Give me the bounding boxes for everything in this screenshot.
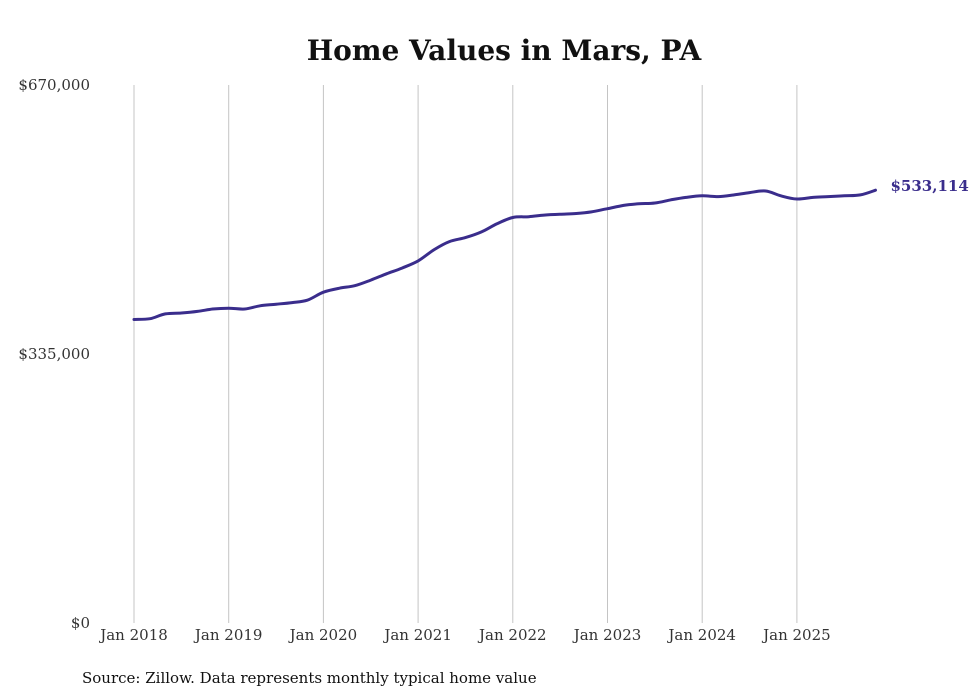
x-axis: Jan 2018 Jan 2019 Jan 2020 Jan 2021 Jan 2022…	[98, 626, 830, 644]
x-tick-label: Jan 2021	[382, 626, 452, 644]
y-axis: $0 $335,000 $670,000	[18, 76, 90, 632]
x-tick-label: Jan 2019	[193, 626, 263, 644]
x-tick-label: Jan 2023	[572, 626, 642, 644]
chart-title: Home Values in Mars, PA	[307, 34, 703, 67]
y-tick-label: $0	[71, 614, 90, 632]
series-layer	[132, 188, 877, 321]
x-tick-label: Jan 2020	[288, 626, 358, 644]
source-note: Source: Zillow. Data represents monthly …	[82, 669, 537, 687]
x-tick-label: Jan 2025	[761, 626, 831, 644]
x-tick-label: Jan 2022	[477, 626, 547, 644]
y-tick-label: $335,000	[18, 345, 90, 363]
y-tick-label: $670,000	[18, 76, 90, 94]
series-line	[132, 188, 877, 321]
x-tick-label: Jan 2024	[666, 626, 736, 644]
x-tick-label: Jan 2018	[98, 626, 168, 644]
grid-layer	[133, 85, 798, 623]
end-value-label: $533,114	[891, 177, 969, 195]
